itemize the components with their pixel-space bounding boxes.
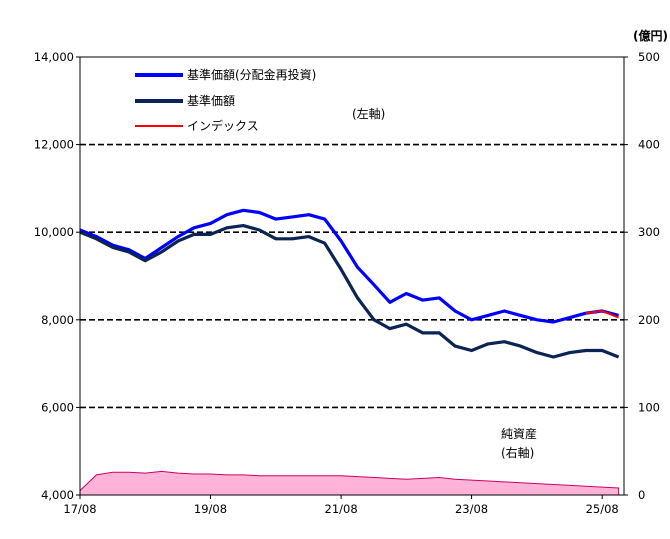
legend: 基準価額(分配金再投資) 基準価額 インデックス (135, 67, 316, 133)
net-assets-area-path (79, 470, 620, 496)
right-tick-label: 400 (638, 138, 660, 152)
left-tick-label: 12,000 (34, 138, 74, 152)
left-tick-label: 8,000 (41, 313, 74, 327)
series-line (79, 224, 620, 359)
x-axis-ticks: 17/08 19/08 21/08 23/08 25/08 (63, 495, 619, 516)
series-lines (79, 208, 620, 359)
x-tick-label: 23/08 (455, 502, 488, 516)
x-tick-label: 19/08 (194, 502, 227, 516)
right-tick-label: 0 (638, 488, 645, 502)
net-assets-area (79, 470, 620, 496)
left-tick-label: 14,000 (34, 50, 74, 64)
legend-label-reinvested: 基準価額(分配金再投資) (187, 67, 316, 82)
left-tick-label: 10,000 (34, 225, 74, 239)
grid-lines (80, 143, 624, 409)
right-tick-label: 500 (638, 50, 660, 64)
series-line (585, 310, 619, 319)
plot-frame (79, 56, 625, 496)
net-assets-axis-note: (右軸) (501, 445, 534, 460)
left-tick-label: 4,000 (41, 488, 74, 502)
x-tick-label: 25/08 (586, 502, 619, 516)
net-assets-label: 純資産 (501, 426, 537, 441)
right-axis-ticks: 0 100 200 300 400 500 (624, 50, 660, 502)
right-tick-label: 100 (638, 400, 660, 414)
left-tick-label: 6,000 (41, 400, 74, 414)
x-tick-label: 17/08 (63, 502, 96, 516)
right-tick-label: 200 (638, 313, 660, 327)
left-axis-note: (左軸) (352, 106, 385, 121)
series-line (79, 208, 620, 324)
right-tick-label: 300 (638, 225, 660, 239)
x-tick-label: 21/08 (325, 502, 358, 516)
legend-label-nav: 基準価額 (187, 93, 235, 108)
right-axis-unit: (億円) (633, 28, 668, 43)
left-axis-ticks: 4,000 6,000 8,000 10,000 12,000 14,000 (34, 50, 80, 502)
legend-label-index: インデックス (187, 118, 259, 133)
